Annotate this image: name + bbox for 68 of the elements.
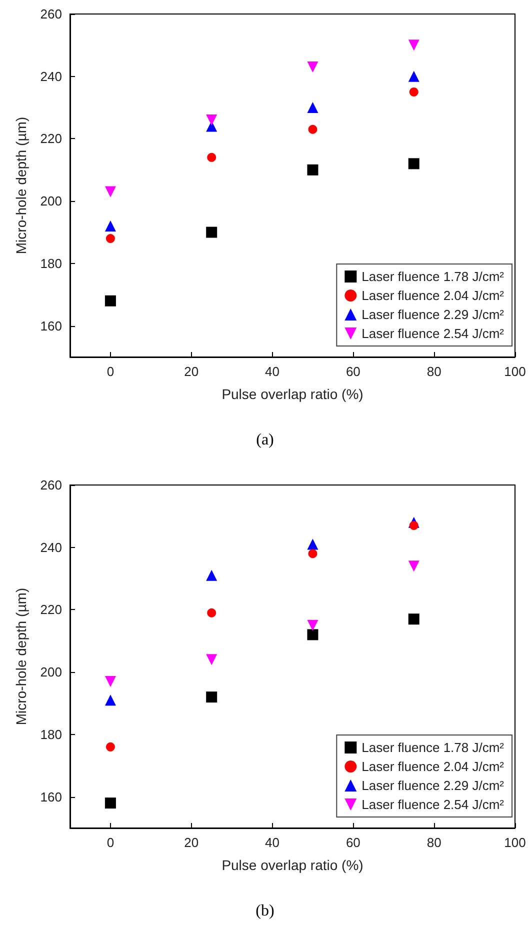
x-tick-label: 40 <box>265 835 280 850</box>
point <box>307 164 318 176</box>
point <box>307 102 318 114</box>
legend-label: Laser fluence 2.04 J/cm² <box>362 288 505 303</box>
point <box>206 114 218 126</box>
y-tick-label: 260 <box>40 6 62 22</box>
legend-label: Laser fluence 1.78 J/cm² <box>362 269 505 284</box>
y-tick-label: 240 <box>40 68 62 84</box>
y-tick-label: 260 <box>40 478 62 492</box>
point <box>408 70 420 82</box>
x-tick-label: 60 <box>346 835 360 850</box>
x-axis-title: Pulse overlap ratio (%) <box>222 857 364 873</box>
x-tick-label: 100 <box>504 835 526 850</box>
point <box>207 608 216 618</box>
point <box>307 629 318 640</box>
point <box>408 40 420 51</box>
text: (b) <box>256 902 274 920</box>
point <box>307 62 318 73</box>
y-tick-label: 220 <box>40 602 62 618</box>
y-tick-label: 160 <box>40 789 62 804</box>
point <box>408 614 420 625</box>
point <box>308 549 318 558</box>
point <box>104 694 116 706</box>
legend-label: Laser fluence 2.54 J/cm² <box>362 326 505 341</box>
point <box>104 798 116 809</box>
point <box>307 538 318 550</box>
point <box>207 152 216 162</box>
y-tick-label: 200 <box>40 194 62 209</box>
x-tick-label: 80 <box>426 835 442 850</box>
point <box>104 676 116 687</box>
point <box>408 158 420 170</box>
x-tick-label: 0 <box>106 835 114 850</box>
x-tick-label: 80 <box>426 364 442 379</box>
point <box>106 742 115 752</box>
y-tick-label: 200 <box>40 664 62 680</box>
legend-label: Laser fluence 2.29 J/cm² <box>362 778 505 793</box>
x-tick-label: 0 <box>106 364 114 379</box>
y-axis-title: Micro-hole depth (µm) <box>13 588 29 726</box>
x-tick-label: 20 <box>184 835 199 850</box>
legend-label: Laser fluence 1.78 J/cm² <box>362 740 505 755</box>
x-tick-label: 20 <box>184 364 199 379</box>
legend-label: Laser fluence 2.04 J/cm² <box>362 759 505 774</box>
point <box>307 620 318 631</box>
point <box>104 186 116 198</box>
x-tick-label: 100 <box>504 364 526 379</box>
y-tick-label: 160 <box>40 318 62 334</box>
point <box>104 220 116 232</box>
y-tick-label: 220 <box>40 131 62 146</box>
point <box>206 692 218 703</box>
point <box>409 87 418 96</box>
point <box>106 234 115 244</box>
text: (a) <box>256 432 274 448</box>
point <box>206 570 218 581</box>
legend-label: Laser fluence 2.54 J/cm² <box>362 797 505 812</box>
legend-label: Laser fluence 2.29 J/cm² <box>362 307 505 322</box>
y-tick-label: 180 <box>40 256 62 271</box>
point <box>206 226 218 238</box>
y-tick-label: 240 <box>40 540 62 555</box>
point <box>308 124 318 134</box>
x-axis-title: Pulse overlap ratio (%) <box>222 386 364 402</box>
point <box>206 654 218 666</box>
point <box>409 521 418 530</box>
point <box>104 295 116 306</box>
point <box>408 560 420 572</box>
y-tick-label: 180 <box>40 726 62 742</box>
x-tick-label: 40 <box>265 364 280 379</box>
x-tick-label: 60 <box>346 364 360 379</box>
y-axis-title: Micro-hole depth (µm) <box>13 116 29 254</box>
